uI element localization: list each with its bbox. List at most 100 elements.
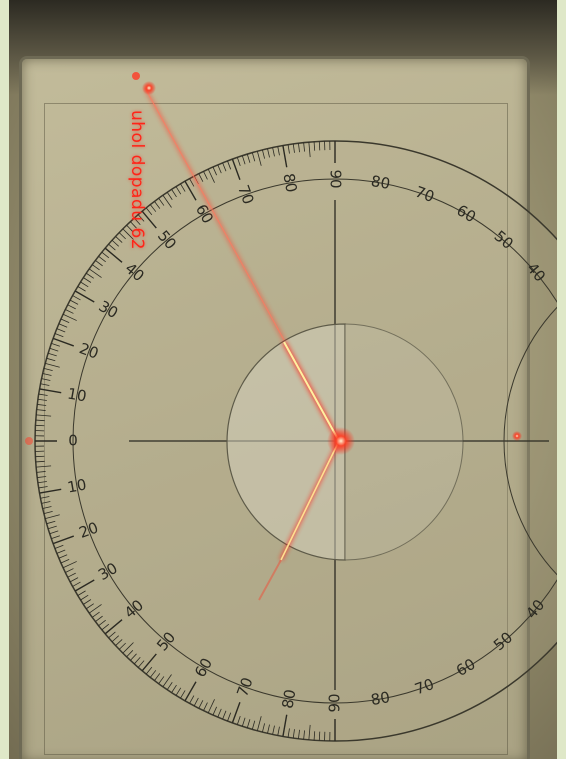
protractor-tick xyxy=(104,247,123,263)
protractor-tick xyxy=(67,304,76,310)
protractor-tick xyxy=(111,239,120,247)
protractor-tick xyxy=(54,333,64,338)
protractor-tick xyxy=(126,224,134,232)
protractor-tick xyxy=(86,272,94,279)
protractor-label: 80 xyxy=(370,172,392,193)
protractor-tick xyxy=(37,398,47,401)
protractor-label: 80 xyxy=(278,688,299,710)
protractor-tick xyxy=(137,214,145,222)
protractor-tick xyxy=(62,313,77,321)
protractor-label: 20 xyxy=(77,518,101,541)
protractor-tick xyxy=(36,414,52,417)
protractor-tick xyxy=(92,611,100,618)
protractor-tick xyxy=(231,701,241,724)
protractor-tick xyxy=(46,357,56,362)
protractor-tick xyxy=(86,603,94,610)
protractor-tick xyxy=(126,650,134,658)
protractor-tick xyxy=(149,204,157,212)
protractor-tick xyxy=(180,690,186,699)
protractor-tick xyxy=(45,362,60,368)
protractor-tick xyxy=(111,635,120,643)
protractor-tick xyxy=(227,160,232,170)
protractor-tick xyxy=(58,554,68,559)
protractor-tick xyxy=(236,157,241,166)
protractor-tick xyxy=(130,653,137,661)
protractor-tick xyxy=(41,378,51,381)
protractor-tick xyxy=(262,149,265,159)
protractor-tick xyxy=(67,572,76,578)
protractor-tick xyxy=(54,544,64,549)
protractor-tick xyxy=(47,525,57,530)
protractor-tick xyxy=(207,168,215,183)
protractor-tick xyxy=(137,660,145,668)
protractor-tick xyxy=(60,318,70,324)
protractor-tick xyxy=(175,186,182,195)
protractor-label: 70 xyxy=(412,675,436,698)
protractor-tick xyxy=(256,151,262,166)
protractor-tick xyxy=(69,299,79,305)
protractor-tick xyxy=(154,201,161,209)
protractor-tick xyxy=(256,716,262,731)
protractor-tick xyxy=(133,656,141,665)
protractor-tick xyxy=(246,719,251,729)
protractor-tick xyxy=(313,141,316,151)
protractor-label: 20 xyxy=(77,339,101,362)
protractor-tick xyxy=(122,642,134,654)
angle-annotation: uhol dopadu 62 xyxy=(127,110,147,251)
protractor-tick xyxy=(46,520,56,525)
protractor-label: 80 xyxy=(279,172,300,194)
protractor-label: 0 xyxy=(68,432,78,450)
protractor-tick xyxy=(277,146,280,156)
protractor-tick xyxy=(282,145,288,168)
protractor-tick xyxy=(277,726,280,736)
protractor-tick xyxy=(246,153,251,163)
protractor-tick xyxy=(171,189,177,198)
protractor-tick xyxy=(189,695,195,704)
protractor-tick xyxy=(52,535,75,545)
protractor-tick xyxy=(141,210,157,229)
protractor-tick xyxy=(89,268,102,278)
protractor-tick xyxy=(141,653,157,672)
protractor-tick xyxy=(104,619,123,635)
protractor-tick xyxy=(272,147,275,157)
protractor-tick xyxy=(308,142,311,158)
protractor-tick xyxy=(267,724,270,734)
protractor-tick xyxy=(60,558,70,564)
protractor-tick xyxy=(272,725,275,735)
protractor-tick xyxy=(118,232,126,240)
protractor-tick xyxy=(51,535,60,540)
protractor-tick xyxy=(203,171,208,180)
protractor-tick xyxy=(193,697,199,707)
protractor-tick xyxy=(227,712,232,722)
protractor-tick xyxy=(166,192,173,200)
protractor-tick xyxy=(36,409,46,411)
protractor-tick xyxy=(212,706,218,716)
protractor-tick xyxy=(35,460,45,463)
protractor-tick xyxy=(212,166,218,176)
protractor-tick xyxy=(130,221,137,229)
protractor-tick xyxy=(222,162,227,172)
protractor-tick xyxy=(58,323,68,328)
protractor-tick xyxy=(122,228,134,240)
protractor-tick xyxy=(175,687,182,696)
plate-inner-edge xyxy=(44,103,508,755)
protractor-tick xyxy=(162,674,172,687)
protractor-label: 90 xyxy=(327,169,345,188)
protractor-label: 90 xyxy=(326,693,344,712)
protractor-tick xyxy=(42,373,52,376)
protractor-tick xyxy=(39,488,62,494)
protractor-tick xyxy=(145,207,153,216)
protractor-tick xyxy=(37,404,47,406)
protractor-tick xyxy=(166,682,173,690)
protractor-tick xyxy=(40,383,50,386)
protractor-tick xyxy=(308,724,311,740)
protractor-tick xyxy=(41,501,51,504)
protractor-tick xyxy=(292,729,295,739)
protractor-tick xyxy=(267,148,270,158)
protractor-tick xyxy=(108,243,116,251)
photo: 90 80 70 60 50 40 30 20 10 0 10 20 30 40 50 60 70 80 90 80 8… xyxy=(9,0,557,759)
protractor-tick xyxy=(49,530,59,535)
protractor-tick xyxy=(222,710,227,720)
protractor-inner-ring xyxy=(72,178,557,704)
protractor-label: 10 xyxy=(66,475,88,496)
